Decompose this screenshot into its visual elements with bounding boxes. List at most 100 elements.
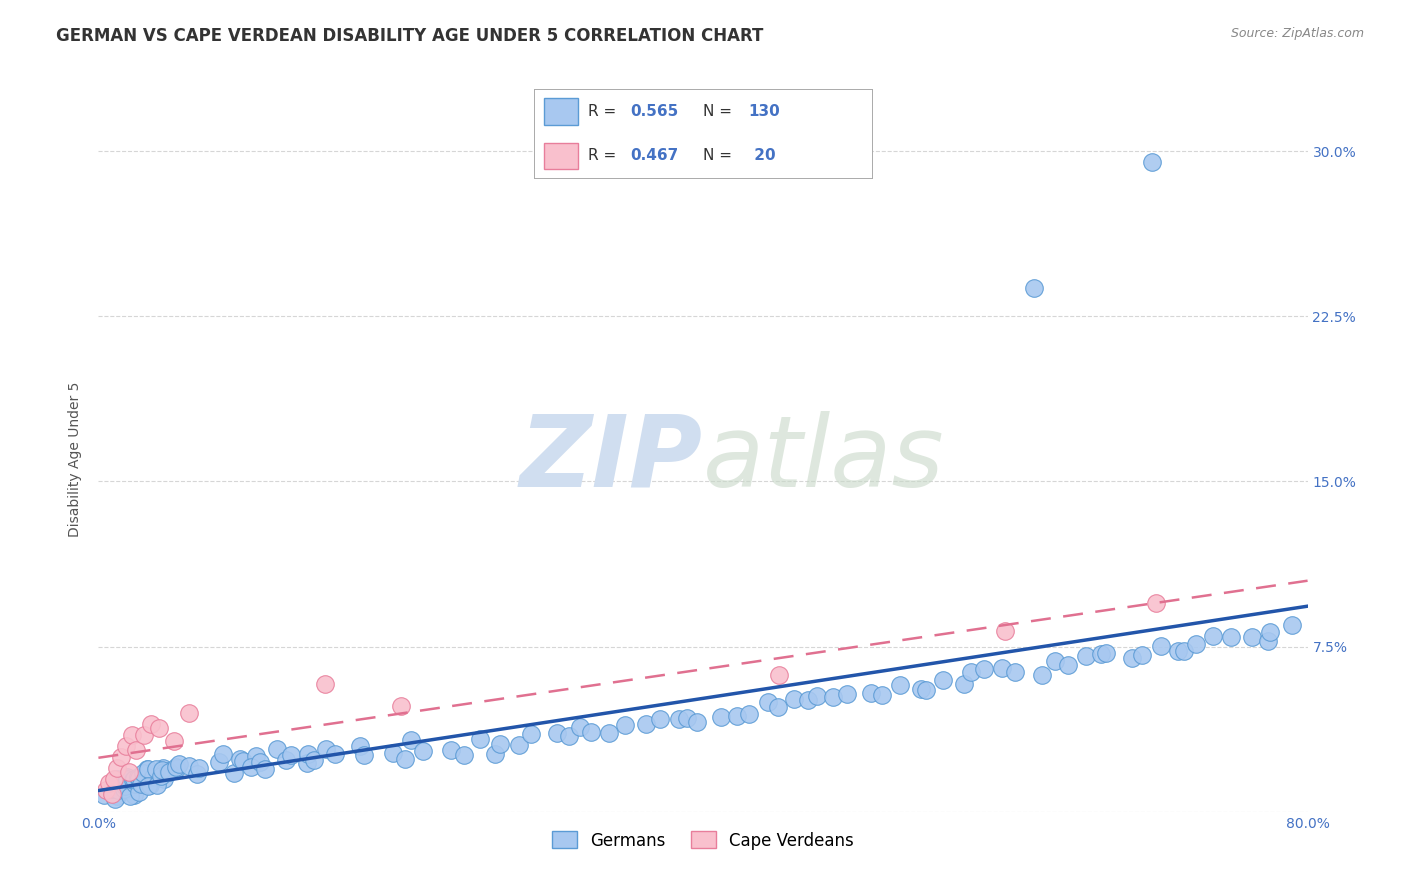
Point (145, 762, 167, 776)
Legend: Germans, Cape Verdeans: Germans, Cape Verdeans (546, 825, 860, 856)
Point (114, 739, 136, 753)
Point (132, 765, 155, 780)
Point (648, 712, 671, 726)
Point (155, 764, 177, 779)
Text: 0.467: 0.467 (630, 148, 679, 163)
Point (249, 756, 271, 770)
Point (1219, 631, 1241, 645)
Point (245, 748, 267, 763)
Point (112, 780, 135, 795)
Point (783, 691, 806, 706)
Point (142, 770, 165, 784)
Text: R =: R = (588, 103, 621, 119)
Point (1144, 595, 1167, 609)
Point (568, 721, 591, 735)
Point (120, 789, 142, 803)
Point (304, 753, 326, 767)
Point (165, 760, 187, 774)
Point (668, 712, 690, 726)
Point (122, 788, 145, 802)
Point (453, 748, 475, 763)
Point (1185, 637, 1208, 651)
Point (122, 776, 145, 790)
Point (188, 761, 211, 775)
Point (738, 706, 761, 721)
Point (128, 785, 150, 799)
Point (484, 747, 506, 762)
Point (208, 755, 231, 769)
Point (125, 743, 148, 757)
Point (889, 678, 911, 692)
Point (232, 754, 254, 768)
Point (315, 742, 337, 756)
Point (129, 777, 152, 791)
Bar (544, 143, 578, 169)
Point (222, 766, 245, 780)
Text: N =: N = (703, 148, 737, 163)
Point (1281, 617, 1303, 632)
Point (94, 782, 117, 797)
Text: 0.565: 0.565 (630, 103, 679, 119)
Point (323, 747, 346, 761)
Point (349, 739, 371, 754)
Point (1257, 633, 1279, 648)
Point (710, 709, 733, 723)
Point (115, 772, 138, 786)
Point (796, 693, 818, 707)
Point (101, 782, 124, 797)
Point (136, 763, 159, 777)
Point (98, 776, 121, 790)
Point (167, 757, 190, 772)
Point (806, 689, 828, 703)
Point (973, 662, 995, 676)
Text: 20: 20 (748, 148, 775, 163)
Point (136, 780, 159, 794)
Point (117, 781, 139, 796)
Point (138, 778, 160, 792)
Point (489, 737, 512, 751)
Point (686, 715, 709, 730)
Point (394, 752, 416, 766)
Point (1031, 668, 1053, 682)
Text: 130: 130 (748, 103, 780, 119)
Point (105, 761, 128, 775)
Point (960, 665, 983, 679)
Point (389, 699, 412, 714)
Point (141, 716, 163, 731)
Point (952, 677, 974, 691)
Point (152, 763, 174, 777)
Point (412, 744, 434, 758)
Point (229, 752, 252, 766)
Point (149, 769, 172, 783)
Point (860, 686, 883, 700)
Point (152, 764, 174, 779)
Point (124, 772, 146, 787)
Point (1045, 654, 1067, 668)
Point (1142, 154, 1164, 169)
Point (128, 771, 150, 785)
Point (579, 724, 602, 739)
Point (932, 673, 955, 687)
Point (546, 725, 568, 739)
Text: N =: N = (703, 103, 737, 119)
Point (676, 711, 699, 725)
Text: atlas: atlas (703, 411, 945, 508)
Point (166, 761, 188, 775)
Point (152, 761, 174, 775)
Point (153, 772, 176, 786)
Point (613, 718, 636, 732)
Point (146, 778, 169, 792)
Point (768, 668, 790, 682)
Point (136, 766, 159, 780)
Point (105, 789, 128, 804)
Y-axis label: Disability Age Under 5: Disability Age Under 5 (69, 382, 83, 537)
Point (835, 687, 858, 701)
Point (153, 764, 176, 779)
Point (1173, 644, 1195, 658)
Point (121, 728, 143, 742)
Point (107, 782, 129, 797)
Point (1130, 648, 1153, 662)
Point (401, 733, 423, 747)
Point (266, 742, 288, 756)
Point (1095, 646, 1118, 660)
